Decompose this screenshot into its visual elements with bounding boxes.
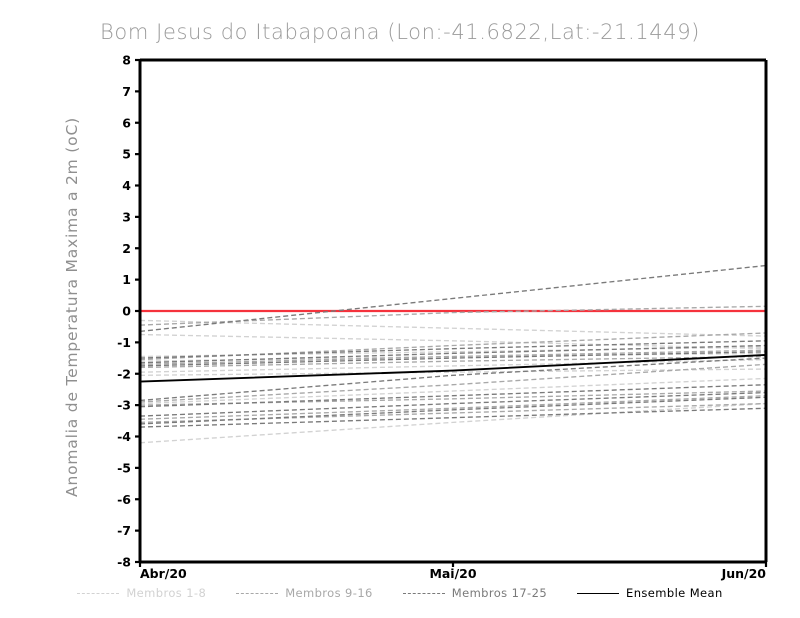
y-tick-label: -5 [117, 460, 131, 475]
x-tick-label: Mai/20 [429, 566, 476, 581]
legend-item[interactable]: Membros 17-25 [402, 586, 548, 600]
series-member-line [139, 391, 767, 417]
y-tick-label: 5 [122, 147, 131, 162]
x-tick-label: Jun/20 [721, 566, 767, 581]
series-ensemble-mean [139, 353, 767, 383]
series-member-line [139, 395, 767, 420]
y-tick-label: -4 [117, 429, 131, 444]
series-member-line [139, 319, 767, 337]
y-tick-label: 6 [122, 115, 131, 130]
y-tick-label: -6 [117, 492, 131, 507]
y-tick-label: 4 [122, 178, 131, 193]
legend-item-label: Membros 1-8 [126, 586, 207, 600]
y-tick-label: -7 [117, 523, 131, 538]
series-member-line [139, 402, 767, 444]
series-member-line [139, 407, 767, 428]
series-member-line [139, 357, 767, 402]
page-title: Bom Jesus do Itabapoana (Lon:-41.6822,La… [100, 20, 700, 44]
legend-item-label: Membros 17-25 [451, 586, 548, 600]
legend-item-label: Ensemble Mean [626, 586, 723, 600]
series-member-line [139, 351, 767, 367]
series-member-line [139, 384, 767, 408]
legend-item[interactable]: Ensemble Mean [577, 586, 723, 600]
series-member-line [139, 333, 767, 350]
legend-item-label: Membros 9-16 [285, 586, 373, 600]
y-tick-label: -1 [117, 335, 131, 350]
legend-item[interactable]: Membros 1-8 [77, 586, 206, 600]
y-tick-label: 3 [122, 209, 131, 224]
y-tick-label: -8 [117, 555, 131, 570]
y-tick-label: 8 [122, 53, 131, 68]
series-member-line [139, 377, 767, 405]
y-tick-label: -3 [117, 398, 131, 413]
legend-swatch-icon [236, 592, 279, 594]
series-member-line [139, 344, 767, 364]
series-member-line [139, 355, 767, 369]
y-tick-label: 0 [122, 304, 131, 319]
series-member-line [139, 340, 767, 359]
chart-legend: Membros 1-8 Membros 9-16 Membros 17-25 Ense… [0, 586, 800, 600]
series-member-line [139, 264, 767, 333]
series-member-line [139, 396, 767, 425]
legend-swatch-icon [402, 592, 445, 594]
y-tick-label: 2 [122, 241, 131, 256]
y-tick-label: 7 [122, 84, 131, 99]
series-member-line [139, 349, 767, 366]
legend-item[interactable]: Membros 9-16 [236, 586, 373, 600]
y-tick-label: -2 [117, 366, 131, 381]
legend-swatch-icon [77, 592, 120, 594]
legend-swatch-icon [577, 592, 620, 594]
x-tick-label: Abr/20 [140, 566, 187, 581]
y-tick-label: 1 [122, 272, 131, 287]
series-member-line [139, 358, 767, 373]
series-member-line [139, 363, 767, 403]
series-member-line [139, 368, 767, 376]
